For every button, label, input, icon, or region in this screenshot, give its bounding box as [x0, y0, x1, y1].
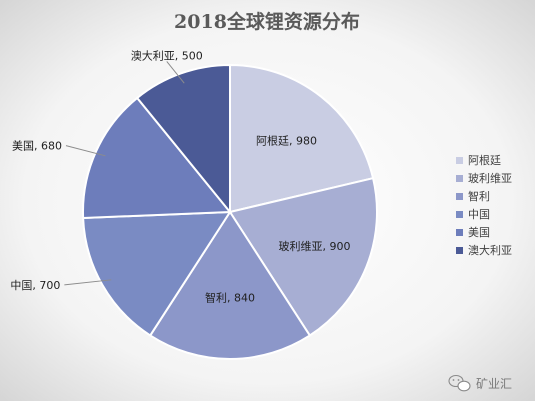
chart-title: 2018全球锂资源分布 [174, 10, 360, 33]
legend-swatch-1 [456, 157, 463, 164]
pie-slice-3 [148, 210, 312, 360]
leader-lines [64, 61, 185, 286]
legend-label-6: 澳大利亚 [468, 243, 512, 257]
data-labels: 阿根廷, 980 玻利维亚, 900 智利, 840 中国, 700 美国, 680 澳大… [10, 48, 350, 304]
leader-line-5 [65, 145, 106, 157]
pie-slice-5 [82, 96, 233, 220]
legend-label-2: 玻利维亚 [468, 172, 512, 185]
data-label-5: 美国, 680 [12, 140, 62, 153]
legend-label-5: 美国 [468, 226, 490, 239]
data-label-6: 澳大利亚, 500 [131, 48, 203, 62]
pie-slice-1 [229, 63, 375, 214]
legend-swatch-5 [456, 229, 463, 236]
data-label-3: 智利, 840 [205, 290, 255, 304]
pie-slice-6 [135, 63, 231, 215]
watermark-text: 矿业汇 [476, 377, 512, 391]
legend-swatch-4 [456, 211, 463, 218]
legend-swatch-6 [456, 247, 463, 254]
leader-line-6 [166, 61, 185, 84]
data-label-4: 中国, 700 [10, 279, 60, 292]
legend-label-4: 中国 [468, 208, 490, 221]
pie-slices [82, 63, 378, 360]
legend-label-3: 智利 [468, 189, 490, 203]
wechat-icon [448, 374, 471, 392]
legend-swatch-2 [456, 175, 463, 182]
pie-slice-2 [228, 176, 378, 337]
legend-swatch-3 [456, 193, 463, 200]
leader-line-4 [64, 279, 112, 286]
watermark: 矿业汇 [448, 374, 512, 392]
data-label-2: 玻利维亚, 900 [279, 240, 351, 253]
pie-slice-4 [82, 210, 232, 337]
data-label-1: 阿根廷, 980 [256, 134, 317, 148]
legend-label-1: 阿根廷 [468, 153, 501, 167]
